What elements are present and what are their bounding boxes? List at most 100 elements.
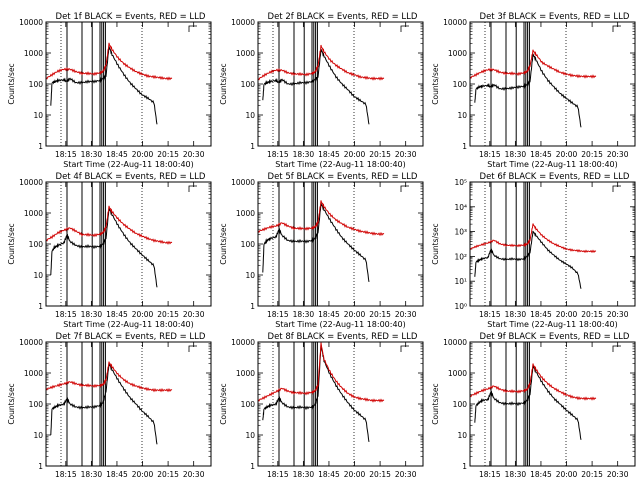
y-tick-label: 1000 <box>24 369 43 378</box>
corner-bracket-mark <box>612 25 621 32</box>
panel-title: Det 1f BLACK = Events, RED = LLD <box>56 12 206 22</box>
x-tick-label: 18:30 <box>293 470 315 479</box>
y-tick-label: 10000 <box>231 18 255 27</box>
x-tick-label: 18:15 <box>479 310 501 319</box>
x-tick-label: 20:00 <box>344 310 366 319</box>
events-series-line <box>262 202 370 282</box>
y-tick-label: 10⁰ <box>454 302 467 311</box>
x-axis-label: Start Time (22-Aug-11 18:00:40) <box>487 160 618 169</box>
lld-series-line <box>257 200 385 237</box>
x-tick-label: 18:15 <box>479 150 501 159</box>
x-tick-label: 18:45 <box>530 150 552 159</box>
x-tick-label: 18:30 <box>293 150 315 159</box>
y-axis-label: Counts/sec <box>7 383 16 424</box>
plot-frame <box>469 181 636 307</box>
x-tick-label: 20:30 <box>607 150 629 159</box>
x-tick-label: 18:45 <box>318 310 340 319</box>
y-tick-label: 10 <box>457 111 467 120</box>
y-axis-label: Counts/sec <box>219 383 228 424</box>
corner-bracket-mark <box>188 345 197 352</box>
y-axis-label: Counts/sec <box>431 383 440 424</box>
panel-det-7: Det 7f BLACK = Events, RED = LLD Counts/s… <box>7 332 212 484</box>
plot-frame <box>257 341 424 467</box>
lld-series-line <box>45 205 173 245</box>
x-tick-label: 20:15 <box>157 150 179 159</box>
x-tick-label: 20:15 <box>157 470 179 479</box>
y-tick-label: 100 <box>241 80 256 89</box>
y-tick-label: 1 <box>250 302 255 311</box>
corner-bracket-mark <box>188 185 197 192</box>
events-series-line <box>474 53 582 128</box>
x-tick-label: 18:45 <box>106 310 128 319</box>
x-tick-label: 18:15 <box>55 310 77 319</box>
y-tick-label: 10 <box>245 111 255 120</box>
x-tick-label: 20:30 <box>607 310 629 319</box>
y-axis-label: Counts/sec <box>7 223 16 264</box>
y-tick-label: 100 <box>241 240 256 249</box>
y-tick-label: 1000 <box>236 49 255 58</box>
y-axis-label: Counts/sec <box>431 223 440 264</box>
x-tick-label: 20:00 <box>132 310 154 319</box>
x-tick-label: 20:15 <box>369 150 391 159</box>
corner-bracket-mark <box>188 25 197 32</box>
y-axis-label: Counts/sec <box>7 63 16 104</box>
y-tick-label: 10000 <box>19 18 43 27</box>
panel-title: Det 6f BLACK = Events, RED = LLD <box>480 172 630 182</box>
panel-title: Det 4f BLACK = Events, RED = LLD <box>56 172 206 182</box>
x-tick-label: 18:30 <box>505 150 527 159</box>
corner-bracket-mark <box>612 185 621 192</box>
y-tick-label: 10³ <box>454 228 467 237</box>
panel-det-8: Det 8f BLACK = Events, RED = LLD Counts/s… <box>219 332 424 484</box>
x-tick-label: 20:30 <box>183 470 205 479</box>
y-tick-label: 1000 <box>448 369 467 378</box>
panel-title: Det 5f BLACK = Events, RED = LLD <box>268 172 418 182</box>
y-tick-label: 1000 <box>24 49 43 58</box>
y-tick-label: 100 <box>29 400 44 409</box>
lld-series-line <box>257 342 385 403</box>
x-tick-label: 20:30 <box>183 150 205 159</box>
y-axis-label: Counts/sec <box>219 223 228 264</box>
x-axis-label: Start Time (22-Aug-11 18:00:40) <box>275 160 406 169</box>
y-tick-label: 100 <box>29 240 44 249</box>
panel-det-5: Det 5f BLACK = Events, RED = LLD Counts/s… <box>219 172 424 329</box>
plot-frame <box>45 181 212 307</box>
x-tick-label: 20:00 <box>132 470 154 479</box>
y-axis-label: Counts/sec <box>219 63 228 104</box>
x-tick-label: 20:15 <box>369 310 391 319</box>
events-series-line <box>50 45 158 125</box>
x-tick-label: 18:45 <box>318 150 340 159</box>
x-tick-label: 18:15 <box>267 150 289 159</box>
y-tick-label: 10 <box>33 271 43 280</box>
x-tick-label: 18:45 <box>106 150 128 159</box>
y-tick-label: 10000 <box>231 178 255 187</box>
x-tick-label: 18:15 <box>479 470 501 479</box>
x-tick-label: 20:00 <box>556 310 578 319</box>
y-tick-label: 10000 <box>443 338 467 347</box>
y-tick-label: 10⁵ <box>454 178 467 187</box>
panel-det-1: Det 1f BLACK = Events, RED = LLD Counts/s… <box>7 12 212 169</box>
panel-det-4: Det 4f BLACK = Events, RED = LLD Counts/s… <box>7 172 212 329</box>
y-tick-label: 10² <box>454 252 467 261</box>
panel-title: Det 9f BLACK = Events, RED = LLD <box>480 332 630 342</box>
y-tick-label: 10 <box>245 271 255 280</box>
x-tick-label: 18:45 <box>318 470 340 479</box>
plot-frame <box>257 21 424 147</box>
panel-det-6: Det 6f BLACK = Events, RED = LLD Counts/s… <box>431 172 636 329</box>
x-tick-label: 18:45 <box>106 470 128 479</box>
x-tick-label: 20:30 <box>607 470 629 479</box>
y-tick-label: 10000 <box>231 338 255 347</box>
x-tick-label: 20:00 <box>556 150 578 159</box>
lld-series-line <box>469 49 597 79</box>
panel-det-3: Det 3f BLACK = Events, RED = LLD Counts/s… <box>431 12 636 169</box>
y-tick-label: 10 <box>457 431 467 440</box>
x-tick-label: 20:00 <box>344 150 366 159</box>
plot-frame <box>469 21 636 147</box>
y-tick-label: 1 <box>250 462 255 471</box>
lld-series-line <box>469 223 597 254</box>
y-tick-label: 10 <box>245 431 255 440</box>
corner-bracket-mark <box>400 185 409 192</box>
lld-series-line <box>469 363 597 401</box>
x-tick-label: 20:15 <box>581 470 603 479</box>
events-series-line <box>50 362 158 445</box>
y-tick-label: 10 <box>33 431 43 440</box>
